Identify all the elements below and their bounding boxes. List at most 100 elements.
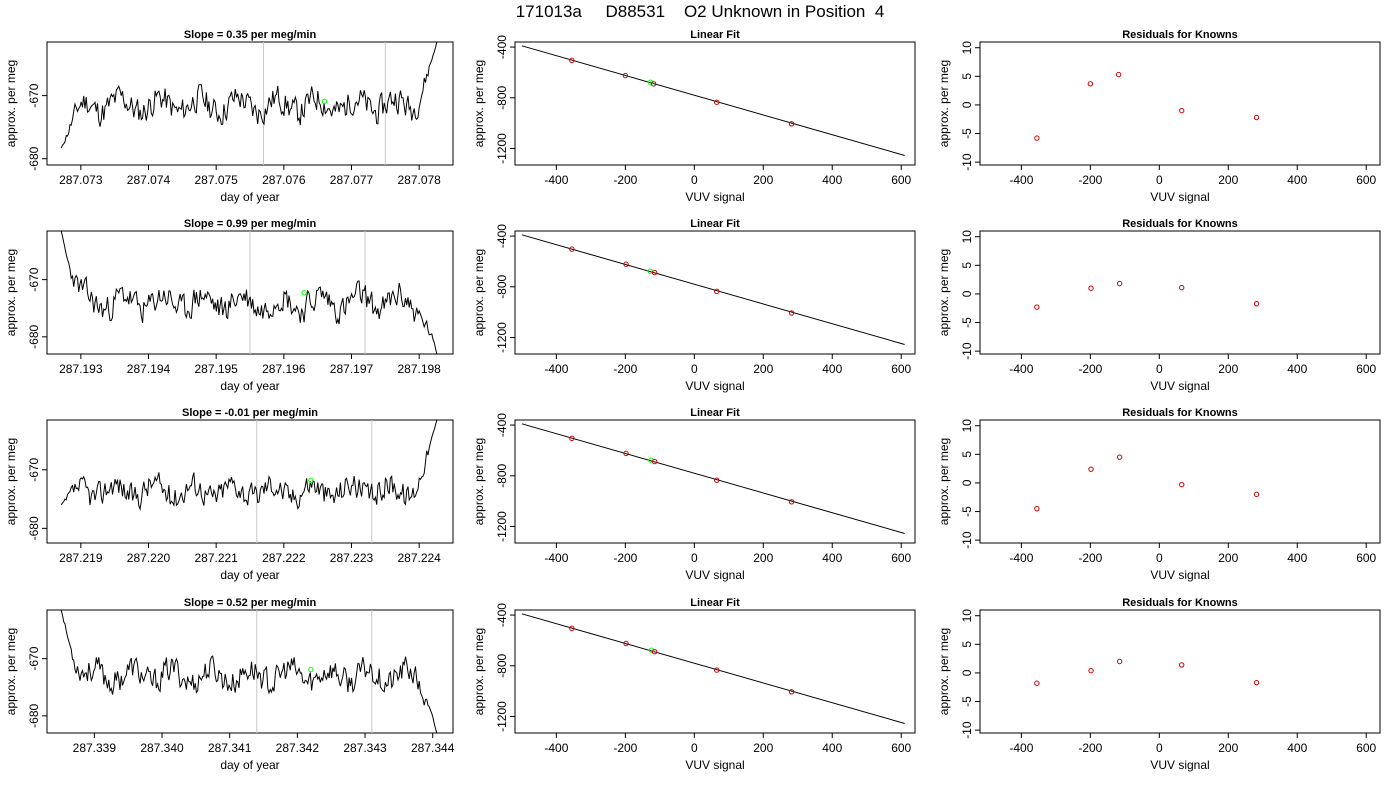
x-tick-label: 600 [1356,551,1376,565]
x-tick-label: -400 [544,551,568,565]
x-tick-label: 287.193 [59,362,103,376]
y-tick-label: 10 [960,419,974,433]
x-axis-label: VUV signal [1150,758,1209,772]
known-point [623,640,629,647]
y-tick-label: -400 [495,224,509,248]
residual-point [1253,679,1260,686]
x-axis-label: VUV signal [1150,568,1209,582]
x-axis-label: day of year [220,190,279,204]
fit-line [521,234,905,345]
panel-title: Slope = 0.35 per meg/min [184,29,317,41]
x-tick-label: 287.076 [262,173,306,187]
x-tick-label: 200 [1218,173,1238,187]
residual-point [1116,658,1123,665]
y-tick-label: 5 [960,451,974,458]
plot-area [521,45,905,156]
y-tick-label: -680 [27,516,41,540]
plot-frame [514,230,916,355]
y-tick-label: -800 [495,85,509,109]
x-tick-label: 400 [1287,362,1307,376]
x-tick-label: 0 [1156,173,1163,187]
residual-point [1179,662,1185,668]
x-tick-label: 0 [1156,741,1163,755]
panel-title: Residuals for Knowns [1122,218,1238,230]
plot-area [1034,280,1260,310]
y-tick-label: -5 [960,506,974,517]
y-axis-label: approx. per meg [4,249,18,336]
signal-trace [60,610,438,733]
x-tick-label: 600 [1356,362,1376,376]
y-tick-label: 10 [960,41,974,55]
plot-frame [514,609,916,734]
known-point [788,121,795,127]
plot-area [60,420,438,543]
plot-area [60,42,438,165]
y-tick-label: 5 [960,262,974,269]
known-point [650,81,657,87]
residual-point [1116,454,1123,460]
panel-r1-c1: Slope = 0.35 per meg/min 287.073 287.074 28… [4,29,454,204]
residual-point [1253,114,1260,121]
known-point [714,667,720,673]
x-tick-label: 600 [1356,741,1376,755]
plot-area [60,610,438,733]
panel-r3-c2: Linear Fit -400 -200 0 200 400 600 -400 -800 -120… [472,407,916,582]
x-tick-label: 400 [1287,551,1307,565]
x-tick-label: 287.224 [397,551,441,565]
x-tick-label: 287.221 [194,551,238,565]
panel-r3-c3: Residuals for Knowns -400 -200 0 200 400 600 -1… [937,407,1381,582]
fit-line [521,613,905,724]
residual-point [1179,481,1185,488]
x-tick-label: 200 [753,173,773,187]
x-tick-label: 600 [891,741,911,755]
known-point [569,246,575,252]
x-tick-label: 0 [1156,362,1163,376]
x-axis-label: VUV signal [685,379,744,393]
x-tick-label: -200 [613,551,637,565]
x-tick-label: 287.078 [397,173,441,187]
known-point [788,310,795,316]
panel-r3-c1: Slope = -0.01 per meg/min 287.219 287.220 2… [4,407,454,582]
y-tick-label: -5 [960,696,974,707]
panel-title: Residuals for Knowns [1122,29,1238,41]
y-axis-label: approx. per meg [937,249,951,336]
y-axis-label: approx. per meg [937,628,951,715]
y-tick-label: -670 [27,646,41,670]
signal-trace [60,231,438,354]
y-tick-label: -5 [960,128,974,139]
panel-title: Slope = -0.01 per meg/min [182,407,318,419]
x-tick-label: 0 [1156,551,1163,565]
x-tick-label: 287.197 [330,362,374,376]
residual-point [1179,107,1185,114]
y-axis-label: approx. per meg [4,60,18,147]
residual-point [1116,280,1123,287]
plot-area [1034,658,1260,686]
y-axis-label: approx. per meg [472,60,486,147]
x-tick-label: 287.194 [127,362,171,376]
x-tick-label: -200 [613,173,637,187]
unknown-marker [308,477,314,484]
x-tick-label: 287.340 [140,741,184,755]
x-tick-label: 0 [691,741,698,755]
plot-area [521,613,905,724]
panel-title: Residuals for Knowns [1122,597,1238,609]
y-tick-label: -680 [27,325,41,349]
x-axis-label: VUV signal [1150,379,1209,393]
plot-area [1034,71,1260,141]
y-axis-label: approx. per meg [937,438,951,525]
residual-point [1253,300,1260,307]
x-tick-label: 287.073 [59,173,103,187]
x-axis-label: day of year [220,568,279,582]
known-point [714,477,720,483]
panel-title: Linear Fit [690,597,740,609]
x-tick-label: 400 [822,173,842,187]
x-tick-label: 0 [691,362,698,376]
x-tick-label: -400 [1009,173,1033,187]
x-tick-label: 400 [822,362,842,376]
known-point [714,99,720,105]
plot-area [521,423,905,534]
panel-r2-c2: Linear Fit -400 -200 0 200 400 600 -400 -800 -120… [472,218,916,393]
x-axis-label: VUV signal [685,568,744,582]
y-tick-label: 0 [960,479,974,486]
unknown-point [647,79,654,86]
